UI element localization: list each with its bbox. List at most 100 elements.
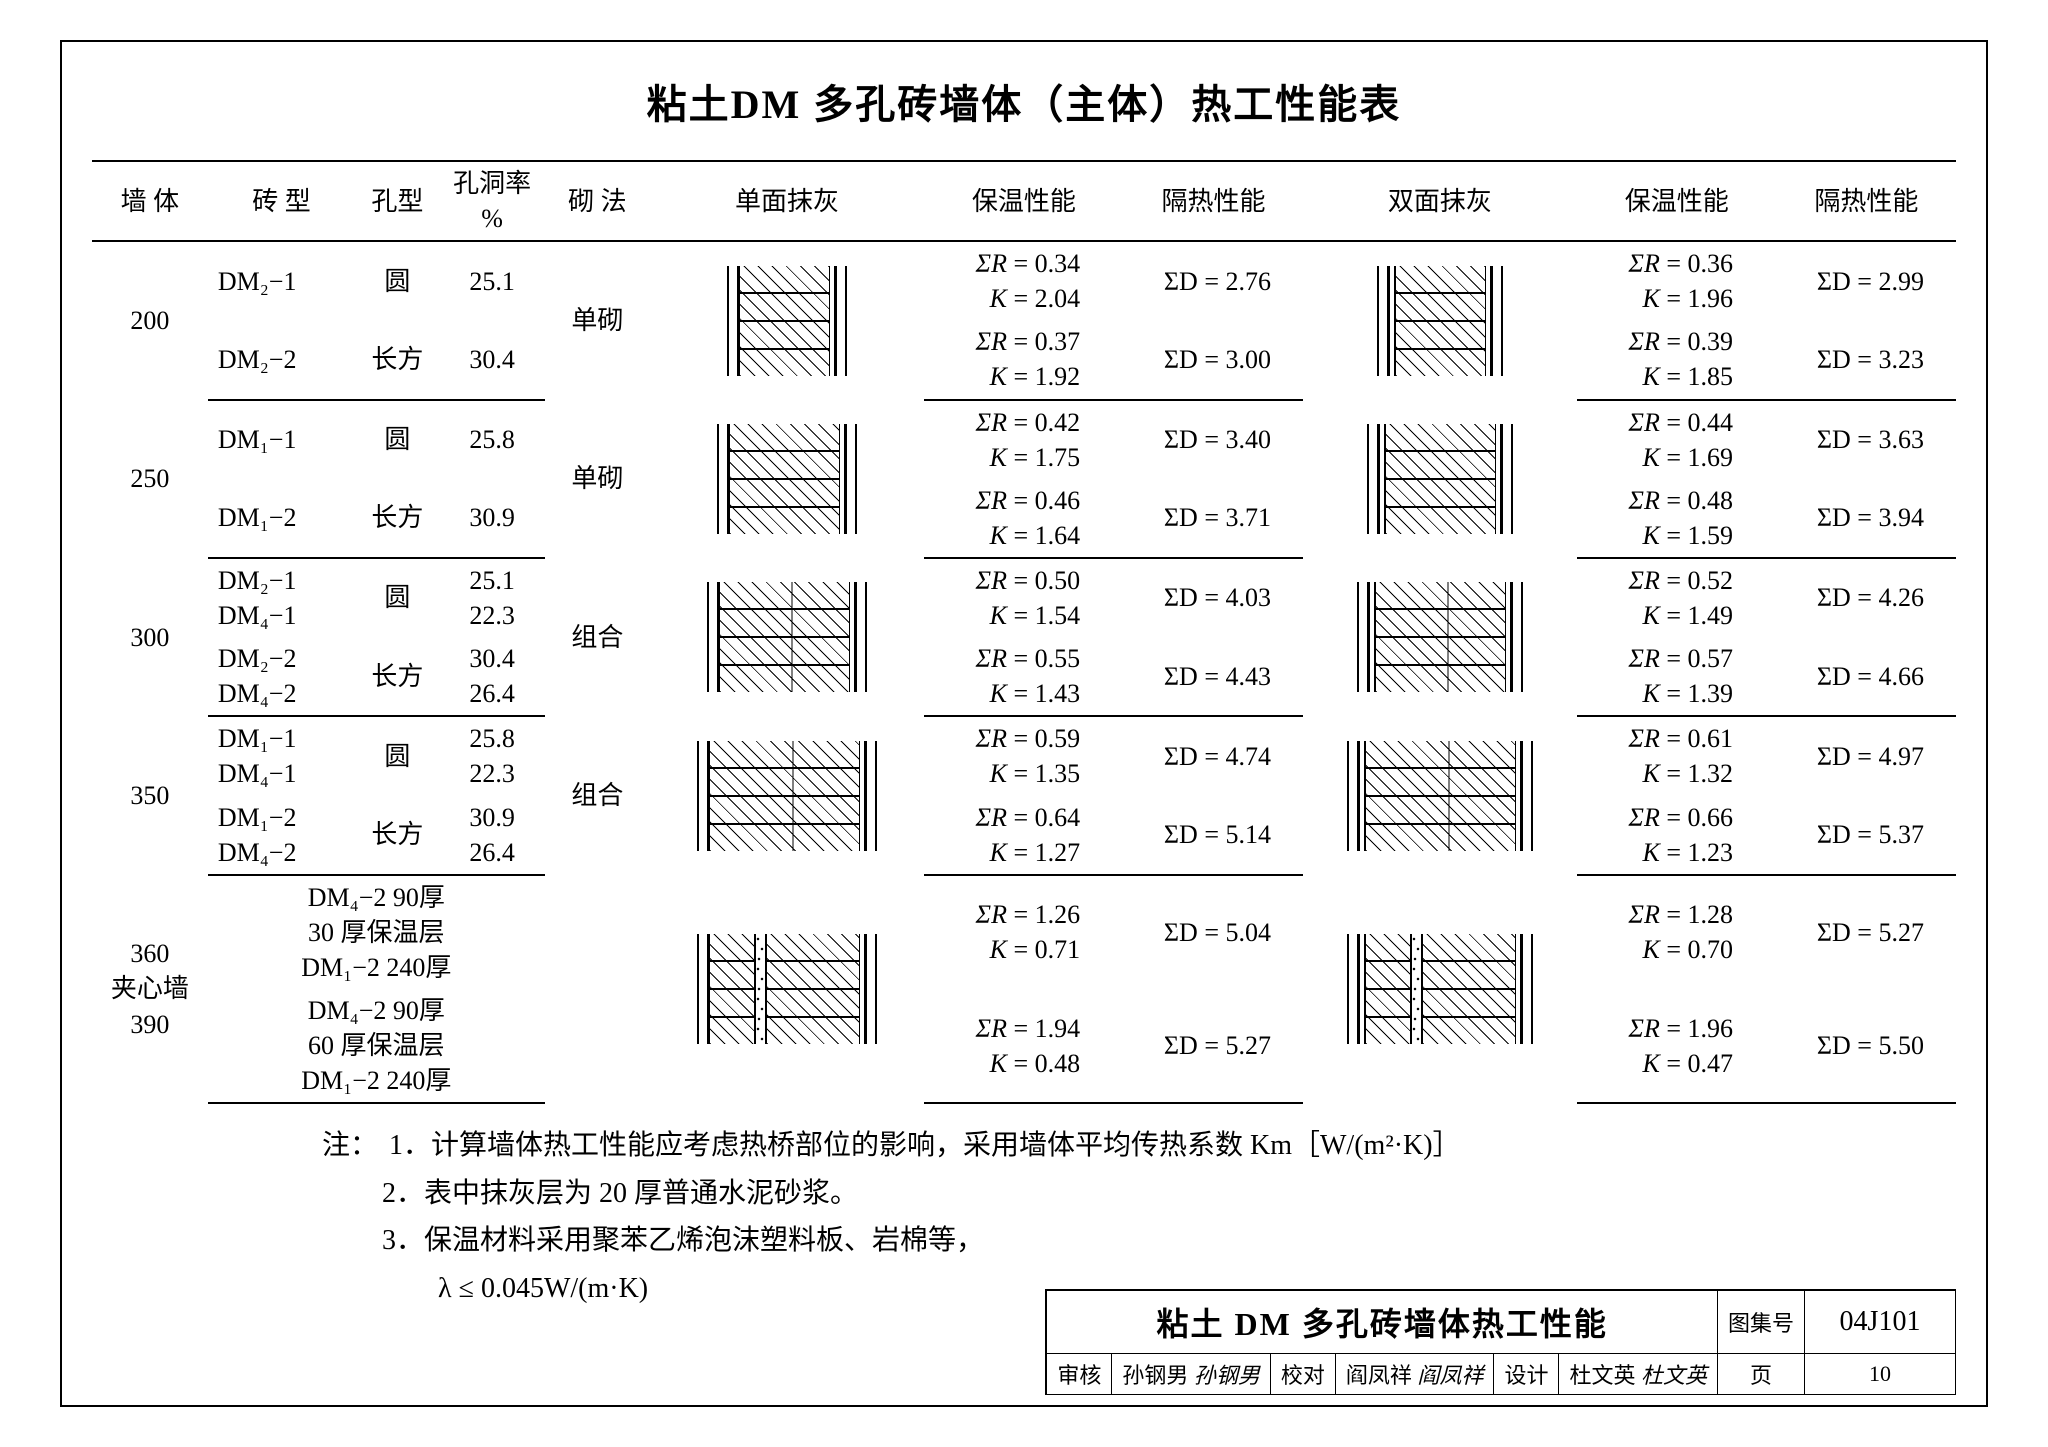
sd-cell: ΣD = 3.94: [1777, 479, 1956, 558]
sd-cell: ΣD = 3.63: [1777, 400, 1956, 479]
brick-cell: DM₁−1: [208, 400, 355, 479]
hole-cell: 圆: [355, 400, 439, 479]
th-iso2: 隔热性能: [1777, 161, 1956, 241]
hole-cell: 圆: [355, 716, 439, 795]
perf-cell: ΣR = 0.61K = 1.32: [1577, 716, 1777, 795]
hole-cell: 圆: [355, 558, 439, 637]
sd-cell: ΣD = 5.14: [1124, 796, 1303, 875]
perf-cell: ΣR = 0.36K = 1.96: [1577, 241, 1777, 320]
diagram-single: [650, 241, 924, 399]
perf-cell: ΣR = 0.59K = 1.35: [924, 716, 1124, 795]
wall-cell: 200: [92, 241, 208, 399]
perf-cell: ΣR = 0.44K = 1.69: [1577, 400, 1777, 479]
perf-cell: ΣR = 0.46K = 1.64: [924, 479, 1124, 558]
perf-cell: ΣR = 1.94K = 0.48: [924, 989, 1124, 1103]
perf-cell: ΣR = 0.66K = 1.23: [1577, 796, 1777, 875]
note-item: 3．保温材料采用聚苯乙烯泡沫塑料板、岩棉等，: [382, 1225, 984, 1256]
wall-cell: 300: [92, 558, 208, 716]
sd-cell: ΣD = 2.76: [1124, 241, 1303, 320]
th-iso1: 隔热性能: [1124, 161, 1303, 241]
brick-cell: DM₄−2 90厚30 厚保温层DM₁−2 240厚: [208, 875, 545, 989]
title-block: 粘土 DM 多孔砖墙体热工性能 图集号 04J101 审核孙钢男 孙钢男校对阎凤…: [1045, 1289, 1956, 1395]
perf-cell: ΣR = 0.42K = 1.75: [924, 400, 1124, 479]
table-header: 墙 体 砖 型 孔型 孔洞率 % 砌 法 单面抹灰 保温性能 隔热性能 双面抹灰…: [92, 161, 1956, 241]
wall-cell: 250: [92, 400, 208, 558]
approval-name: 杜文英 杜文英: [1559, 1354, 1718, 1395]
sd-cell: ΣD = 5.04: [1124, 875, 1303, 989]
method-cell: 单砌: [545, 241, 650, 399]
table-row: 200DM₂−1圆25.1单砌ΣR = 0.34K = 2.04ΣD = 2.7…: [92, 241, 1956, 320]
brick-cell: DM₁−1DM₄−1: [208, 716, 355, 795]
perf-cell: ΣR = 0.34K = 2.04: [924, 241, 1124, 320]
th-perf1: 保温性能: [924, 161, 1124, 241]
perf-cell: ΣR = 0.39K = 1.85: [1577, 320, 1777, 399]
approval-name: 阎凤祥 阎凤祥: [1335, 1354, 1494, 1395]
note-item: 1．计算墙体热工性能应考虑热桥部位的影响，采用墙体平均传热系数 Km［W/(m²…: [389, 1130, 1461, 1161]
perf-cell: ΣR = 1.96K = 0.47: [1577, 989, 1777, 1103]
diagram-double: [1303, 400, 1577, 558]
rate-cell: 30.426.4: [439, 637, 544, 716]
perf-cell: ΣR = 0.50K = 1.54: [924, 558, 1124, 637]
rate-cell: 25.8: [439, 400, 544, 479]
wall-cell: 360夹心墙390: [92, 875, 208, 1104]
atlas-code: 04J101: [1805, 1291, 1956, 1354]
perf-cell: ΣR = 0.48K = 1.59: [1577, 479, 1777, 558]
sd-cell: ΣD = 3.23: [1777, 320, 1956, 399]
perf-cell: ΣR = 1.26K = 0.71: [924, 875, 1124, 989]
th-hole: 孔型: [355, 161, 439, 241]
hole-cell: 长方: [355, 637, 439, 716]
sd-cell: ΣD = 5.27: [1777, 875, 1956, 989]
sd-cell: ΣD = 4.66: [1777, 637, 1956, 716]
brick-cell: DM₁−2DM₄−2: [208, 796, 355, 875]
page-title: 粘土DM 多孔砖墙体（主体）热工性能表: [92, 72, 1956, 130]
rate-cell: 30.4: [439, 320, 544, 399]
th-wall: 墙 体: [92, 161, 208, 241]
th-perf2: 保温性能: [1577, 161, 1777, 241]
method-cell: 组合: [545, 558, 650, 716]
approval-role: 设计: [1494, 1354, 1559, 1395]
brick-cell: DM₂−1DM₄−1: [208, 558, 355, 637]
table-row: 350DM₁−1DM₄−1圆25.822.3组合ΣR = 0.59K = 1.3…: [92, 716, 1956, 795]
approval-name: 孙钢男 孙钢男: [1112, 1354, 1271, 1395]
perf-cell: ΣR = 0.52K = 1.49: [1577, 558, 1777, 637]
diagram-double: [1303, 716, 1577, 874]
th-method: 砌 法: [545, 161, 650, 241]
note-item: λ ≤ 0.045W/(m·K): [382, 1273, 648, 1304]
hole-cell: 圆: [355, 241, 439, 320]
sd-cell: ΣD = 4.26: [1777, 558, 1956, 637]
rate-cell: 25.122.3: [439, 558, 544, 637]
rate-cell: 25.822.3: [439, 716, 544, 795]
rate-cell: 25.1: [439, 241, 544, 320]
table-row: DM₁−2长方30.9ΣR = 0.46K = 1.64ΣD = 3.71ΣR …: [92, 479, 1956, 558]
table-row: 360夹心墙390DM₄−2 90厚30 厚保温层DM₁−2 240厚ΣR = …: [92, 875, 1956, 989]
caption: 粘土 DM 多孔砖墙体热工性能: [1047, 1291, 1717, 1354]
rate-cell: 30.9: [439, 479, 544, 558]
sd-cell: ΣD = 5.50: [1777, 989, 1956, 1103]
page-label: 页: [1717, 1354, 1804, 1395]
approval-role: 审核: [1047, 1354, 1112, 1395]
table-row: DM₁−2DM₄−2长方30.926.4ΣR = 0.64K = 1.27ΣD …: [92, 796, 1956, 875]
hole-cell: 长方: [355, 320, 439, 399]
approval-role: 校对: [1270, 1354, 1335, 1395]
rate-cell: 30.926.4: [439, 796, 544, 875]
diagram-double: [1303, 241, 1577, 399]
sd-cell: ΣD = 4.74: [1124, 716, 1303, 795]
wall-cell: 350: [92, 716, 208, 874]
thermal-table: 墙 体 砖 型 孔型 孔洞率 % 砌 法 单面抹灰 保温性能 隔热性能 双面抹灰…: [92, 160, 1956, 1104]
brick-cell: DM₂−2: [208, 320, 355, 399]
brick-cell: DM₄−2 90厚60 厚保温层DM₁−2 240厚: [208, 989, 545, 1103]
notes-label: 注：: [322, 1122, 382, 1170]
perf-cell: ΣR = 0.64K = 1.27: [924, 796, 1124, 875]
sd-cell: ΣD = 3.40: [1124, 400, 1303, 479]
method-cell: [545, 875, 650, 1104]
method-cell: 单砌: [545, 400, 650, 558]
table-row: DM₂−2长方30.4ΣR = 0.37K = 1.92ΣD = 3.00ΣR …: [92, 320, 1956, 399]
th-brick: 砖 型: [208, 161, 355, 241]
diagram-single: [650, 558, 924, 716]
brick-cell: DM₂−1: [208, 241, 355, 320]
atlas-label: 图集号: [1717, 1291, 1804, 1354]
table-row: DM₄−2 90厚60 厚保温层DM₁−2 240厚 ΣR = 1.94K = 0…: [92, 989, 1956, 1103]
notes-block: 注： 1．计算墙体热工性能应考虑热桥部位的影响，采用墙体平均传热系数 Km［W/…: [322, 1122, 1956, 1312]
perf-cell: ΣR = 0.57K = 1.39: [1577, 637, 1777, 716]
method-cell: 组合: [545, 716, 650, 874]
